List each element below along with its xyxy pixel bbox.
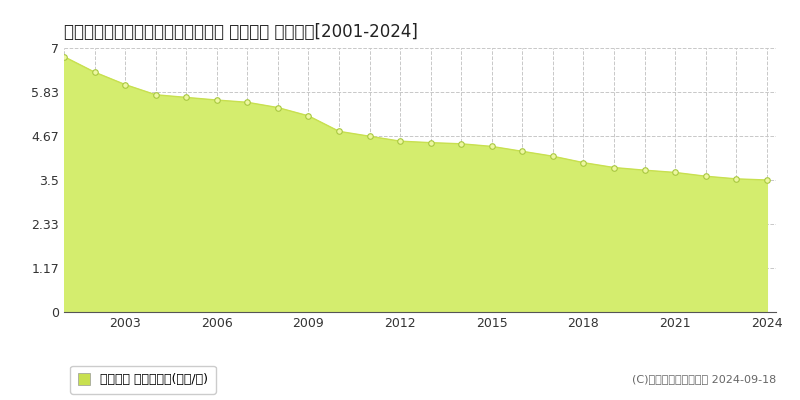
Legend: 基準地価 平均坪単価(万円/坪): 基準地価 平均坪単価(万円/坪) <box>70 366 216 394</box>
Point <box>424 140 437 146</box>
Point <box>516 148 529 154</box>
Point <box>699 173 712 180</box>
Point <box>486 143 498 150</box>
Text: 北海道稚内市港４丁目２２番１０外 基準地価 地価推移[2001-2024]: 北海道稚内市港４丁目２２番１０外 基準地価 地価推移[2001-2024] <box>64 23 418 41</box>
Point <box>241 99 254 106</box>
Point <box>546 153 559 160</box>
Point <box>58 54 70 60</box>
Point <box>88 69 101 75</box>
Point <box>210 97 223 103</box>
Point <box>150 92 162 98</box>
Point <box>333 128 346 134</box>
Text: (C)土地価格ドットコム 2024-09-18: (C)土地価格ドットコム 2024-09-18 <box>632 374 776 384</box>
Point <box>669 169 682 176</box>
Point <box>455 140 468 147</box>
Point <box>180 94 193 101</box>
Point <box>363 133 376 140</box>
Point <box>577 160 590 166</box>
Point <box>608 164 621 171</box>
Point <box>761 177 774 183</box>
Point <box>394 138 406 144</box>
Point <box>271 104 284 111</box>
Point <box>302 113 315 119</box>
Point <box>638 167 651 173</box>
Point <box>118 81 131 88</box>
Point <box>730 176 742 182</box>
